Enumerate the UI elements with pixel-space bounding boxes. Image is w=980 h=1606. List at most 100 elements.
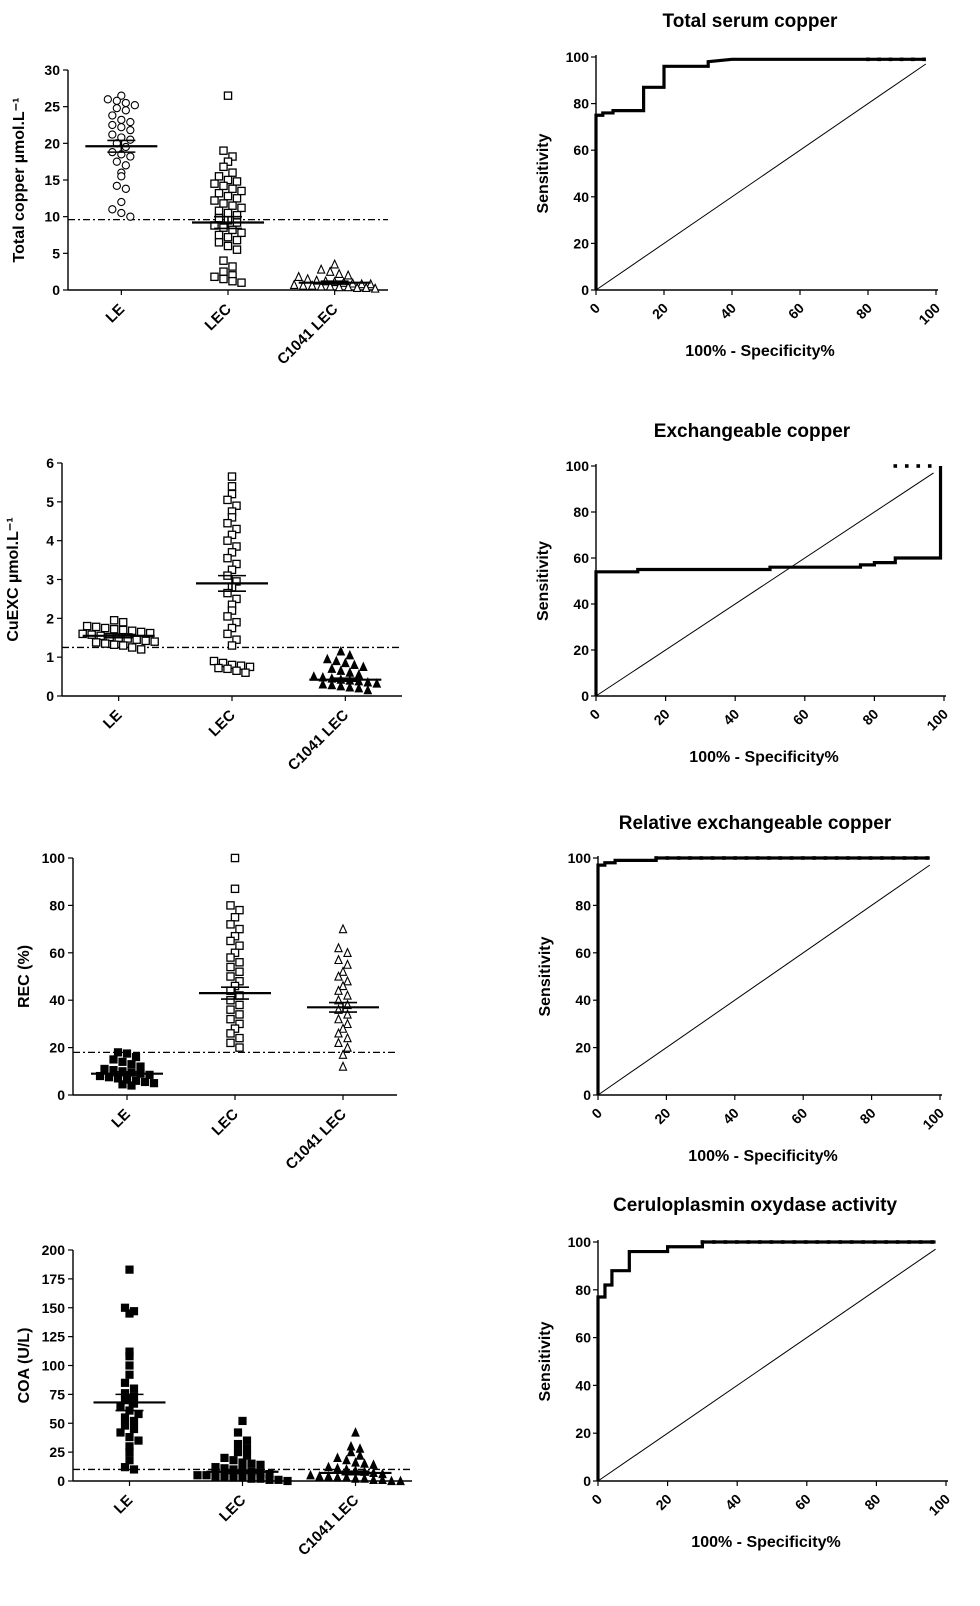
data-point — [342, 1454, 351, 1465]
data-point — [227, 606, 237, 615]
data-point — [334, 985, 343, 995]
data-point — [130, 101, 139, 110]
data-point — [125, 1433, 134, 1442]
roc-point — [778, 856, 783, 860]
data-point — [334, 281, 344, 292]
x-tick-label: 0 — [588, 1491, 605, 1508]
roc-point — [755, 856, 760, 860]
roc-curve — [594, 466, 943, 696]
data-point — [343, 1032, 352, 1043]
scatter-chart-1: 0 5 10 15 20 25 30 Total copper µmol.L⁻¹ LE LEC C1… — [11, 62, 388, 368]
data-point — [237, 228, 246, 238]
data-point — [338, 1049, 348, 1059]
roc-point — [780, 1240, 785, 1244]
data-point — [223, 191, 233, 201]
data-point — [327, 679, 337, 690]
data-point — [226, 1038, 235, 1048]
data-point — [121, 106, 130, 115]
roc-point — [899, 57, 904, 62]
reference-line — [595, 472, 934, 697]
x-axis-label: 100% - Specificity% — [688, 1148, 837, 1165]
data-point — [256, 1460, 265, 1469]
y-tick-label: 100 — [42, 1358, 66, 1374]
data-point — [228, 152, 237, 161]
data-point — [232, 559, 241, 569]
data-point — [226, 962, 235, 972]
data-point — [331, 655, 341, 666]
data-point — [315, 1470, 324, 1481]
data-point — [140, 1077, 150, 1087]
data-point — [120, 1389, 130, 1398]
roc-point — [913, 856, 918, 860]
roc-point — [746, 1240, 751, 1244]
data-point — [232, 617, 241, 627]
category-label: LEC — [202, 301, 235, 334]
data-point — [226, 920, 235, 929]
y-axis-label: COA (U/L) — [16, 1328, 33, 1404]
data-point — [211, 1463, 220, 1472]
y-tick-label: 60 — [573, 142, 589, 158]
y-tick-label: 40 — [575, 1377, 591, 1393]
data-point — [120, 1396, 130, 1405]
data-point — [210, 179, 219, 188]
data-point — [256, 1474, 265, 1483]
data-point — [325, 280, 335, 291]
data-point — [109, 616, 119, 625]
roc-point — [710, 856, 715, 860]
data-point — [318, 678, 328, 689]
data-point — [232, 194, 242, 203]
data-point — [226, 1014, 235, 1024]
data-point — [235, 976, 244, 986]
data-point — [125, 1448, 134, 1457]
data-point — [223, 232, 233, 242]
y-axis-label: REC (%) — [16, 945, 33, 1008]
data-point — [227, 472, 237, 481]
x-tick-label: 40 — [717, 300, 739, 322]
roc-point — [849, 1240, 854, 1244]
data-point — [116, 1428, 125, 1437]
category-label: LEC — [209, 1106, 242, 1139]
data-point — [387, 1475, 396, 1486]
data-point — [369, 1459, 378, 1469]
data-point — [121, 161, 130, 170]
data-point — [226, 1029, 235, 1038]
data-point — [223, 553, 232, 563]
data-point — [343, 281, 353, 292]
data-point — [117, 197, 126, 207]
data-point — [210, 272, 219, 282]
roc-point — [927, 464, 932, 468]
x-tick-label: 20 — [649, 300, 671, 322]
data-point — [228, 201, 237, 210]
y-tick-label: 5 — [52, 245, 60, 261]
data-point — [120, 1378, 130, 1387]
data-point — [274, 1475, 283, 1484]
data-point — [343, 1018, 352, 1029]
data-point — [117, 123, 126, 132]
data-point — [131, 1052, 141, 1062]
y-tick-label: 100 — [568, 1234, 592, 1250]
data-point — [334, 1037, 343, 1048]
category-label: LEC — [216, 1492, 249, 1525]
y-tick-label: 80 — [575, 1282, 591, 1298]
data-point — [87, 630, 96, 639]
data-point — [227, 489, 237, 499]
data-point — [129, 1416, 139, 1426]
chart-title: Exchangeable copper — [654, 421, 851, 442]
data-point — [223, 664, 232, 674]
data-point — [333, 1462, 342, 1473]
data-point — [118, 1080, 127, 1089]
roc-point — [826, 1240, 831, 1244]
data-point — [233, 1439, 243, 1449]
data-point — [230, 853, 240, 863]
data-point — [226, 953, 235, 962]
data-point — [289, 279, 299, 290]
x-tick-label: 40 — [720, 706, 742, 728]
data-point — [218, 658, 228, 668]
data-point — [233, 1428, 243, 1437]
y-tick-label: 1 — [46, 649, 54, 665]
y-tick-label: 0 — [583, 1087, 591, 1103]
data-point — [233, 1448, 243, 1457]
data-point — [247, 1459, 256, 1468]
y-tick-label: 6 — [46, 455, 54, 471]
